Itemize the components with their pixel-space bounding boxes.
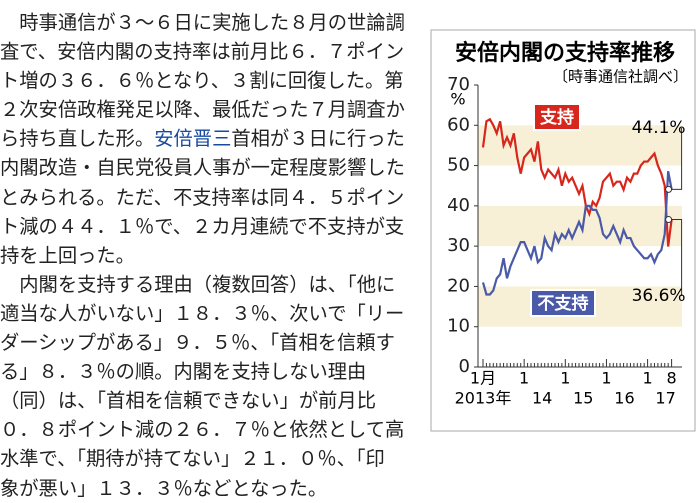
article: 時事通信が３～６日に実施した８月の世論調 査で、安倍内閣の支持率は前月比６．７ポイ… <box>0 8 420 503</box>
article-line: ト増の３６．６％となり、３割に回復した。第 <box>0 69 404 93</box>
end-marker <box>665 185 673 193</box>
x-tick-label: 1 <box>601 369 611 388</box>
end-label: 44.1% <box>632 118 686 138</box>
y-tick-label: 0 <box>459 356 470 377</box>
y-tick-label: 70 <box>447 74 470 95</box>
text: 首相が３日に行った <box>231 127 405 151</box>
line-series <box>481 117 673 247</box>
y-tick-label: 50 <box>447 155 470 176</box>
person-link[interactable]: 安倍晋三 <box>154 127 232 151</box>
article-line: 水準で、「期待が持てない」２１．０％、「印 <box>0 447 385 471</box>
y-tick-label: 40 <box>447 195 470 216</box>
article-line: ０．８ポイント減の２６．７％と依然として高 <box>0 418 405 442</box>
article-line: ト減の４４．１％で、２カ月連続で不支持が支 <box>0 214 405 238</box>
legend-box <box>530 289 596 317</box>
end-marker <box>665 216 673 224</box>
x-tick-label: 1 <box>560 369 570 388</box>
article-line: 象が悪い」１３．３％などとなった。 <box>0 476 328 500</box>
x-tick-label: 1月 <box>470 369 496 388</box>
leader <box>671 128 683 190</box>
article-line: 適当な人がいない」１８．３％、次いで「リー <box>0 301 405 325</box>
article-line: 内閣を支持する理由（複数回答）は、「他に <box>0 272 396 296</box>
year-label: 2013年 <box>455 389 512 408</box>
article-line: 内閣改造・自民党役員人事が一定程度影響した <box>0 156 405 180</box>
y-tick-label: 60 <box>447 114 470 135</box>
x-tick-label: 1 <box>643 369 653 388</box>
year-label: 14 <box>532 389 552 408</box>
y-tick-label: 20 <box>447 275 470 296</box>
article-line: とみられる。ただ、不支持率は同４．５ポイン <box>0 185 405 209</box>
article-line: ら持ち直した形。安倍晋三首相が３日に行った <box>0 124 420 153</box>
legend-label: 不支持 <box>538 293 589 314</box>
article-line: る」８．３％の順。内閣を支持しない理由 <box>0 360 367 384</box>
line-series <box>481 171 673 296</box>
article-line: 時事通信が３～６日に実施した８月の世論調 <box>0 11 405 34</box>
year-label: 16 <box>614 389 634 408</box>
legend-label: 支持 <box>540 107 574 128</box>
year-label: 15 <box>573 389 593 408</box>
chart-title: 安倍内閣の支持率推移 <box>455 40 675 66</box>
text: ら持ち直した形。 <box>0 127 155 151</box>
x-tick-label: 1 <box>519 369 529 388</box>
x-tick-label: 8 <box>667 369 677 388</box>
article-line: 持を上回った。 <box>0 243 135 267</box>
article-line: 査で、安倍内閣の支持率は前月比６．７ポイン <box>0 40 405 64</box>
article-line: ダーシップがある」９．５％、「首相を信頼す <box>0 331 395 355</box>
legend-box <box>533 103 581 131</box>
y-tick-label: 10 <box>447 316 470 337</box>
year-label: 17 <box>655 389 675 408</box>
band <box>478 125 682 166</box>
article-line: ２次安倍政権発足以降、最低だった７月調査か <box>0 98 405 122</box>
leader <box>671 219 683 296</box>
chart-subtitle: 〔時事通信社調べ〕 <box>553 68 688 86</box>
y-unit: % <box>450 90 465 109</box>
article-line: （同）は、「首相を信頼できない」が前月比 <box>0 389 376 413</box>
y-tick-label: 30 <box>447 235 470 256</box>
end-label: 36.6% <box>632 286 686 306</box>
